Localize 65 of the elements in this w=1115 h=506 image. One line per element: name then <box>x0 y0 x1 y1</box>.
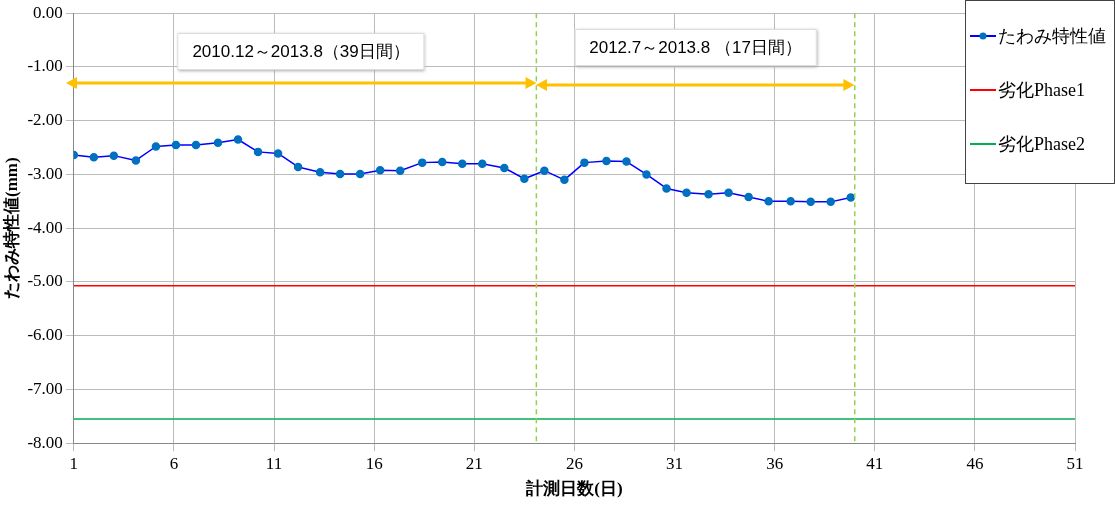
x-tick-label: 41 <box>866 453 884 473</box>
y-tick-label: -8.00 <box>27 432 63 452</box>
x-tick-label: 1 <box>69 453 79 473</box>
point <box>622 157 631 166</box>
point <box>109 151 119 160</box>
legend-label: たわみ特性値 <box>998 25 1106 48</box>
point <box>806 197 815 207</box>
x-tick-label: 51 <box>1066 453 1084 473</box>
point <box>191 140 201 150</box>
y-tick-label: -6.00 <box>27 325 63 345</box>
point <box>395 166 405 175</box>
point <box>253 147 263 157</box>
y-tick-label: -3.00 <box>27 163 63 183</box>
point <box>704 190 713 199</box>
y-tick-label: -4.00 <box>27 217 63 237</box>
point <box>478 159 487 168</box>
point <box>171 140 181 150</box>
point <box>682 188 691 197</box>
point <box>417 158 427 167</box>
x-tick-label: 21 <box>465 453 483 473</box>
x-tick-label: 6 <box>169 453 179 473</box>
x-tick-label: 46 <box>966 453 984 473</box>
point <box>744 192 753 202</box>
point <box>335 169 345 179</box>
point <box>642 170 651 179</box>
y-tick-label: 0.00 <box>33 2 63 22</box>
point <box>131 156 141 165</box>
legend-label: 劣化Phase1 <box>998 79 1085 102</box>
x-tick-label: 11 <box>265 453 283 473</box>
annotation: 2012.7～2013.8 （17日間） <box>574 29 817 67</box>
point <box>151 142 161 151</box>
x-tick-label: 31 <box>666 453 684 473</box>
x-tick-label: 26 <box>565 453 583 473</box>
point <box>724 188 733 197</box>
point <box>375 165 385 175</box>
point <box>438 157 447 167</box>
point <box>602 156 611 166</box>
y-tick-label: -7.00 <box>27 378 63 398</box>
point <box>846 193 855 202</box>
point <box>764 197 773 206</box>
point <box>293 162 303 172</box>
point <box>540 166 549 175</box>
y-tick-label: -5.00 <box>27 271 63 291</box>
point <box>233 135 243 144</box>
annotation: 2010.12～2013.8（39日間） <box>177 33 425 71</box>
point <box>500 163 509 173</box>
y-tick-label: -2.00 <box>27 110 63 130</box>
point <box>89 153 99 162</box>
legend-label: 劣化Phase2 <box>998 133 1085 156</box>
x-axis-title: 計測日数(日) <box>525 479 623 499</box>
point <box>458 159 467 168</box>
point <box>213 138 223 147</box>
point <box>580 158 589 167</box>
point <box>786 197 795 206</box>
x-tick-label: 36 <box>766 453 784 473</box>
point <box>315 168 325 177</box>
point <box>355 169 365 179</box>
point <box>560 175 569 185</box>
y-tick-label: -1.00 <box>27 56 63 76</box>
point <box>826 197 835 207</box>
point <box>520 174 529 183</box>
x-tick-label: 16 <box>365 453 383 473</box>
point <box>273 149 283 158</box>
y-axis-title: たわみ特性値(mm) <box>1 157 21 300</box>
point <box>662 184 671 193</box>
